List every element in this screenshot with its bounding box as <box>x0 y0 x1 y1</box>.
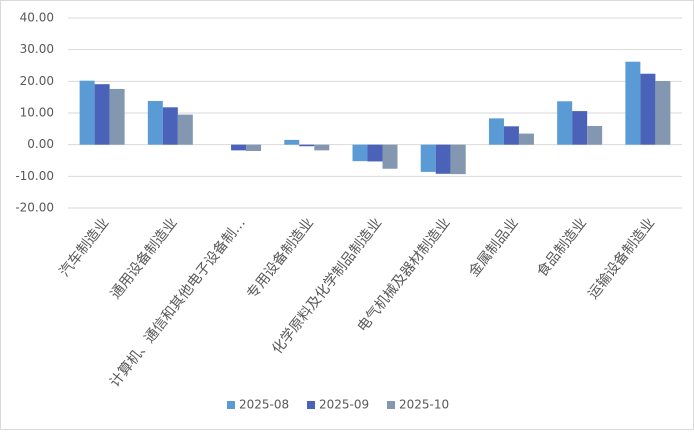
y-tick-label: -10.00 <box>15 169 54 183</box>
bar <box>587 125 603 145</box>
y-tick-label: 40.00 <box>20 11 54 25</box>
bar <box>314 144 330 151</box>
legend-label: 2025-10 <box>399 398 449 412</box>
legend-swatch <box>307 401 315 409</box>
bar <box>655 81 671 145</box>
bar <box>518 133 534 145</box>
bar <box>299 144 315 147</box>
bar <box>420 144 436 172</box>
bar <box>79 80 95 145</box>
bar <box>231 144 247 151</box>
legend-swatch <box>227 401 235 409</box>
bar <box>572 111 588 145</box>
bar <box>503 126 519 145</box>
y-tick-label: 0.00 <box>27 137 54 151</box>
bar <box>352 144 368 162</box>
legend-swatch <box>387 401 395 409</box>
legend-label: 2025-08 <box>239 398 289 412</box>
bar <box>488 118 504 145</box>
y-tick-label: 30.00 <box>20 42 54 56</box>
bar <box>435 144 451 174</box>
bar <box>284 139 300 145</box>
bar <box>625 61 641 145</box>
bar <box>177 114 193 145</box>
bar <box>450 144 466 175</box>
bar <box>640 73 656 145</box>
bar <box>367 144 383 162</box>
bar <box>109 88 125 145</box>
y-tick-label: 20.00 <box>20 74 54 88</box>
bar <box>382 144 398 169</box>
y-tick-label: 10.00 <box>20 106 54 120</box>
bar <box>162 107 178 145</box>
bar <box>147 100 163 145</box>
y-tick-label: -20.00 <box>15 201 54 215</box>
bar <box>94 84 110 145</box>
bar <box>246 144 262 151</box>
legend-label: 2025-09 <box>319 398 369 412</box>
bar <box>557 101 573 145</box>
